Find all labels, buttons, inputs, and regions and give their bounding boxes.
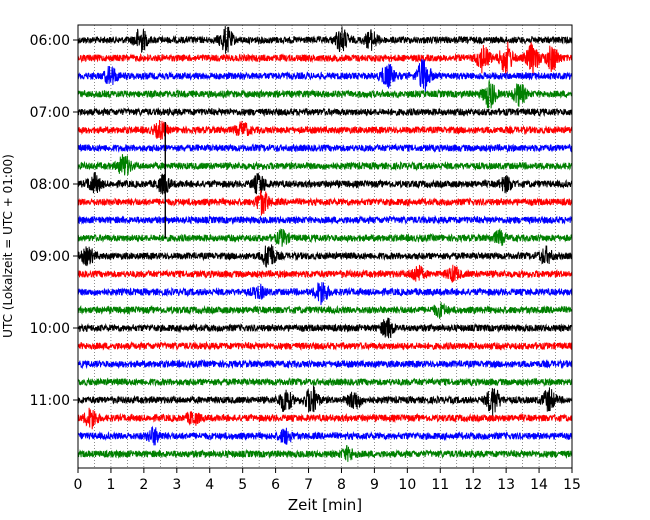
x-tick-label: 12 <box>464 477 482 493</box>
y-tick-label: 07:00 <box>30 105 70 121</box>
trace-line <box>77 264 573 283</box>
x-tick-label: 2 <box>139 477 148 493</box>
trace-layer <box>77 26 573 462</box>
x-tick-label: 3 <box>172 477 181 493</box>
trace-line <box>77 26 573 54</box>
x-axis-label: Zeit [min] <box>288 496 362 514</box>
trace-line <box>77 41 573 75</box>
trace-line <box>77 59 573 93</box>
x-tick-label: 11 <box>431 477 449 493</box>
trace-line <box>77 407 573 430</box>
trace-line <box>77 317 573 339</box>
trace-line <box>77 154 573 176</box>
trace-line <box>77 445 573 462</box>
trace-line <box>77 142 573 154</box>
grid-layer <box>94 25 556 468</box>
y-axis-label: UTC (Lokalzeit = UTC + 01:00) <box>1 154 15 338</box>
x-axis: 0 1 2 3 4 5 6 7 8 9 10 11 12 13 14 15 <box>74 468 581 493</box>
trace-line <box>77 80 573 109</box>
trace-line <box>77 376 573 388</box>
trace-line <box>77 214 573 226</box>
trace-line <box>77 190 573 216</box>
x-tick-label: 9 <box>370 477 379 493</box>
x-tick-label: 14 <box>530 477 548 493</box>
trace-line <box>77 119 573 140</box>
x-tick-label: 10 <box>398 477 416 493</box>
trace-line <box>77 302 573 319</box>
x-tick-label: 0 <box>74 477 83 493</box>
y-axis: 06:00 07:00 08:00 09:00 10:00 11:00 <box>30 33 78 409</box>
trace-line <box>77 106 573 118</box>
x-tick-label: 5 <box>238 477 247 493</box>
y-tick-label: 06:00 <box>30 33 70 49</box>
x-tick-label: 1 <box>106 477 115 493</box>
y-tick-label: 08:00 <box>30 177 70 193</box>
y-tick-label: 09:00 <box>30 249 70 265</box>
y-tick-label: 10:00 <box>30 321 70 337</box>
trace-line <box>77 340 573 351</box>
trace-line <box>77 425 573 446</box>
trace-line <box>77 282 573 306</box>
x-tick-label: 4 <box>205 477 214 493</box>
x-tick-label: 15 <box>563 477 581 493</box>
trace-line <box>77 244 573 268</box>
trace-line <box>77 227 573 247</box>
trace-line <box>77 172 573 195</box>
y-tick-label: 11:00 <box>30 393 70 409</box>
plot-frame <box>77 24 573 469</box>
trace-line <box>77 358 573 370</box>
x-tick-label: 7 <box>304 477 313 493</box>
x-tick-label: 13 <box>497 477 515 493</box>
x-tick-label: 6 <box>271 477 280 493</box>
x-tick-label: 8 <box>337 477 346 493</box>
trace-line <box>77 385 573 416</box>
